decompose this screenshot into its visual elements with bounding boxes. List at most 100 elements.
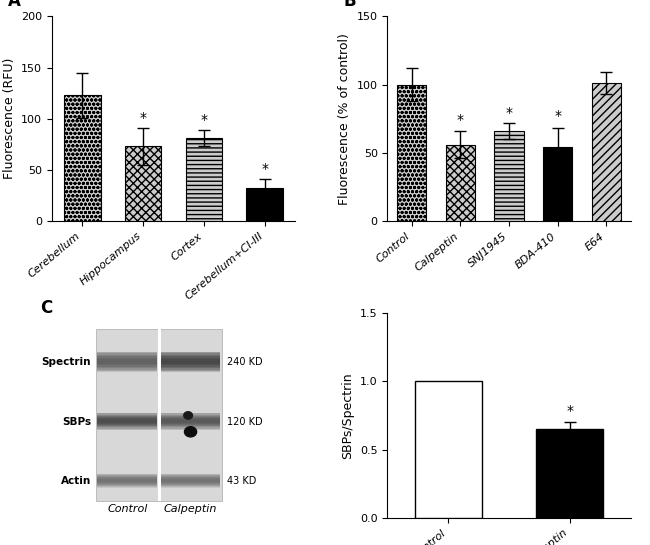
Bar — [97, 420, 157, 422]
Bar — [97, 354, 157, 355]
Bar — [97, 476, 157, 477]
Text: Calpeptin: Calpeptin — [164, 504, 217, 513]
Bar — [446, 144, 475, 221]
Bar — [97, 416, 157, 417]
Bar — [161, 417, 220, 418]
Bar — [97, 364, 157, 365]
Text: *: * — [457, 113, 464, 127]
Bar — [97, 428, 157, 430]
Bar — [97, 368, 157, 370]
Text: *: * — [261, 162, 268, 176]
Bar — [97, 481, 157, 482]
Bar — [97, 352, 157, 354]
Bar — [161, 362, 220, 364]
Bar — [592, 83, 621, 221]
Bar — [97, 479, 157, 480]
Bar — [161, 486, 220, 487]
Bar — [97, 482, 157, 483]
Bar — [96, 330, 222, 501]
Bar — [161, 370, 220, 371]
Bar — [161, 371, 220, 372]
Bar — [161, 484, 220, 485]
Bar — [161, 418, 220, 419]
Bar — [161, 475, 220, 476]
Bar — [161, 352, 220, 354]
Bar — [97, 425, 157, 426]
Bar — [97, 423, 157, 424]
Bar — [186, 138, 222, 221]
Bar — [125, 146, 161, 221]
Text: *: * — [566, 404, 573, 418]
Bar — [161, 368, 220, 370]
Bar — [97, 475, 157, 476]
Text: 43 KD: 43 KD — [227, 476, 256, 486]
Circle shape — [185, 427, 196, 437]
Bar — [97, 483, 157, 484]
Text: SBPs: SBPs — [62, 416, 91, 427]
Bar — [161, 413, 220, 415]
Bar — [97, 426, 157, 427]
Bar — [161, 356, 220, 358]
Bar — [161, 416, 220, 417]
Bar — [543, 147, 572, 221]
Bar — [97, 474, 157, 475]
Bar — [246, 188, 283, 221]
Bar — [161, 476, 220, 477]
Bar — [97, 478, 157, 479]
Bar — [97, 413, 157, 415]
Bar — [161, 415, 220, 416]
Bar — [97, 362, 157, 364]
Bar — [161, 481, 220, 482]
Text: C: C — [40, 299, 52, 317]
Bar — [64, 95, 101, 221]
Bar — [97, 370, 157, 371]
Text: B: B — [344, 0, 356, 10]
Bar — [97, 418, 157, 419]
Bar — [97, 417, 157, 418]
Bar — [161, 474, 220, 475]
Bar — [161, 427, 220, 428]
Bar — [97, 367, 157, 368]
Bar — [161, 487, 220, 488]
Bar — [161, 478, 220, 479]
Bar — [161, 420, 220, 422]
Text: 240 KD: 240 KD — [227, 357, 263, 367]
Bar — [97, 356, 157, 358]
Bar — [97, 484, 157, 485]
Text: Actin: Actin — [60, 476, 91, 486]
Text: *: * — [506, 106, 512, 120]
Bar — [161, 358, 220, 359]
Bar — [161, 422, 220, 423]
Bar — [161, 482, 220, 483]
Y-axis label: Fluorescence (% of control): Fluorescence (% of control) — [338, 33, 351, 204]
Bar — [97, 485, 157, 486]
Bar — [161, 485, 220, 486]
Bar — [97, 486, 157, 487]
Text: A: A — [8, 0, 21, 10]
Bar — [161, 354, 220, 355]
Bar — [97, 365, 157, 367]
Y-axis label: Fluorescence (RFU): Fluorescence (RFU) — [3, 58, 16, 179]
Bar — [161, 365, 220, 367]
Bar — [97, 480, 157, 481]
Text: 120 KD: 120 KD — [227, 416, 263, 427]
Text: Spectrin: Spectrin — [42, 357, 91, 367]
Bar — [97, 422, 157, 423]
Bar — [97, 358, 157, 359]
Bar — [161, 425, 220, 426]
Text: *: * — [200, 113, 207, 127]
Bar — [161, 477, 220, 478]
Y-axis label: SBPs/Spectrin: SBPs/Spectrin — [341, 372, 354, 459]
Bar — [161, 483, 220, 484]
Bar — [161, 480, 220, 481]
Bar — [161, 479, 220, 480]
Bar — [97, 355, 157, 356]
Bar — [97, 419, 157, 420]
Bar — [397, 84, 426, 221]
Bar — [161, 424, 220, 425]
Bar — [161, 426, 220, 427]
Bar — [97, 424, 157, 425]
Text: *: * — [554, 109, 561, 123]
Bar — [97, 359, 157, 361]
Text: *: * — [140, 111, 147, 125]
